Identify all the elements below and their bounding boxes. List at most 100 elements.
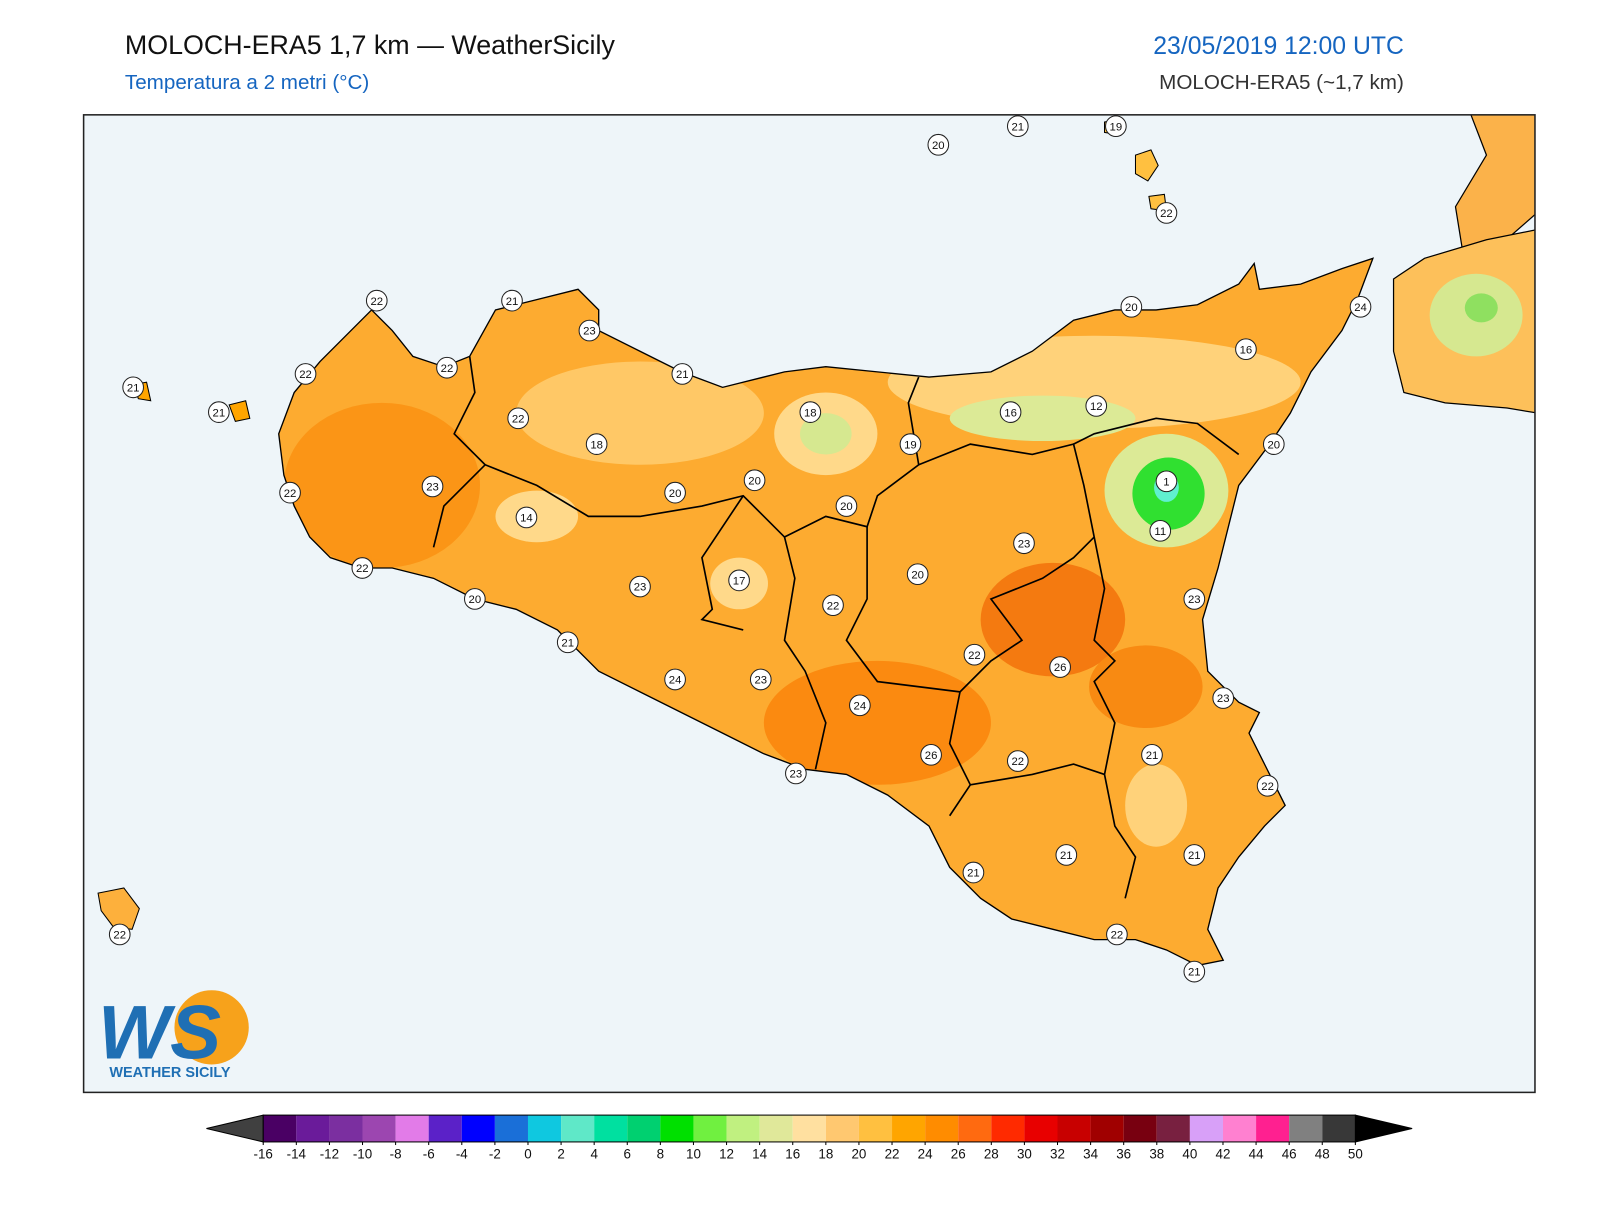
island [1134, 149, 1159, 182]
border [918, 443, 1137, 899]
land: 20 21 19 22 22 21 23 20 24 21 22 22 21 16 21 22 18 18 19 16… [97, 114, 1535, 983]
colorbar-tick-label: 20 [851, 1146, 866, 1161]
station-marker [799, 401, 822, 423]
colorbar-segment [1123, 1115, 1157, 1142]
station-marker [501, 289, 523, 312]
station-marker [556, 631, 579, 654]
colorbar-tick-label: 18 [818, 1146, 833, 1161]
station-value: 23 [754, 675, 767, 687]
station-value: 21 [1146, 750, 1159, 762]
colorbar-segment [1256, 1115, 1290, 1142]
colorbar-tick-label: -6 [423, 1146, 435, 1161]
station-value: 21 [127, 382, 140, 394]
colorbar-tick-label: 44 [1249, 1146, 1264, 1161]
station-value: 22 [1261, 781, 1274, 793]
station-marker [122, 376, 144, 399]
map-frame [82, 114, 1536, 1094]
colorbar-segment [1090, 1115, 1124, 1142]
station-marker [1141, 743, 1163, 766]
colorbar-tick-label: -8 [390, 1146, 402, 1161]
colorbar-tick-label: 0 [524, 1146, 531, 1161]
colorbar-segment [1289, 1115, 1323, 1142]
station-marker [1013, 532, 1035, 555]
colorbar-segment [329, 1115, 363, 1142]
station-value: 22 [113, 930, 126, 942]
station-value: 16 [1004, 407, 1017, 419]
colorbar-segment [825, 1115, 859, 1142]
station-value: 22 [1011, 756, 1024, 768]
station-marker [421, 475, 444, 498]
colorbar-segment [527, 1115, 562, 1142]
colorbar-tick-label: 4 [590, 1146, 598, 1161]
station-marker [1149, 520, 1172, 542]
model-label: MOLOCH-ERA5 (~1,7 km) [1159, 71, 1404, 94]
pantelleria [97, 887, 140, 930]
station-value: 26 [925, 750, 938, 762]
colorbar-segment [892, 1115, 926, 1142]
colorbar-tick-label: 8 [657, 1146, 664, 1161]
station-value: 20 [1125, 302, 1138, 314]
station-marker [1183, 844, 1206, 866]
station-value: 23 [1217, 693, 1230, 705]
station-marker [585, 433, 608, 455]
colorbar-tick-label: 40 [1182, 1146, 1197, 1161]
colorbar-extend-high [1354, 1114, 1413, 1143]
cool-area [949, 395, 1136, 442]
station-marker [664, 481, 686, 504]
station-value: 18 [590, 439, 603, 451]
border [970, 763, 1105, 786]
colorbar-tick-label: 12 [719, 1146, 734, 1161]
station-value: 23 [790, 769, 803, 781]
station-value: 17 [733, 576, 746, 588]
logo-mark: WS [98, 990, 221, 1075]
mild-area [1125, 764, 1188, 847]
datetime: 23/05/2019 12:00 UTC [1153, 33, 1404, 60]
colorbar-segment [362, 1115, 396, 1142]
colorbar-segment [991, 1115, 1025, 1142]
station-value: 22 [1111, 930, 1124, 942]
border [1073, 417, 1240, 456]
colorbar-frame [262, 1114, 1356, 1143]
station-value: 21 [213, 407, 226, 419]
station-value: 23 [1018, 538, 1031, 550]
colorbar-segment [494, 1115, 528, 1142]
station-value: 21 [1188, 967, 1201, 979]
station-value: 24 [854, 700, 867, 712]
colorbar-tick-label: 48 [1315, 1146, 1330, 1161]
colorbar-segment [263, 1115, 297, 1142]
station-marker [728, 569, 750, 592]
colorbar-tick-label: 22 [885, 1146, 900, 1161]
station-marker [906, 563, 929, 586]
warm-area [980, 562, 1126, 677]
warm-area [283, 402, 480, 568]
colorbar-segment [1024, 1115, 1058, 1142]
station-marker [578, 319, 601, 342]
station-marker [1006, 750, 1029, 772]
station-marker [294, 363, 317, 385]
station-value: 22 [1160, 208, 1173, 220]
colorbar-tick-label: 16 [785, 1146, 800, 1161]
border [700, 495, 744, 631]
colorbar-tick-label: -4 [456, 1146, 468, 1161]
station-marker [749, 668, 772, 691]
station-marker [1235, 338, 1257, 360]
station-value: 16 [1240, 344, 1253, 356]
station-marker [785, 762, 807, 785]
station-marker [507, 407, 530, 430]
station-marker [351, 557, 374, 579]
station-marker [208, 401, 230, 423]
station-value: 22 [356, 563, 369, 575]
station-marker [1349, 296, 1372, 318]
station-value: 21 [561, 637, 574, 649]
colorbar-tick-label: -10 [353, 1146, 372, 1161]
colorbar-tick-label: 14 [752, 1146, 767, 1161]
station-value: 22 [968, 650, 981, 662]
station-value: 18 [804, 407, 817, 419]
colorbar-tick-label: 36 [1116, 1146, 1131, 1161]
logo-sun [174, 990, 249, 1065]
station-marker [1183, 960, 1206, 983]
warm-area [1089, 645, 1203, 728]
colorbar-tick-label: -12 [320, 1146, 339, 1161]
station-marker [849, 694, 871, 717]
station-marker [1085, 395, 1108, 417]
